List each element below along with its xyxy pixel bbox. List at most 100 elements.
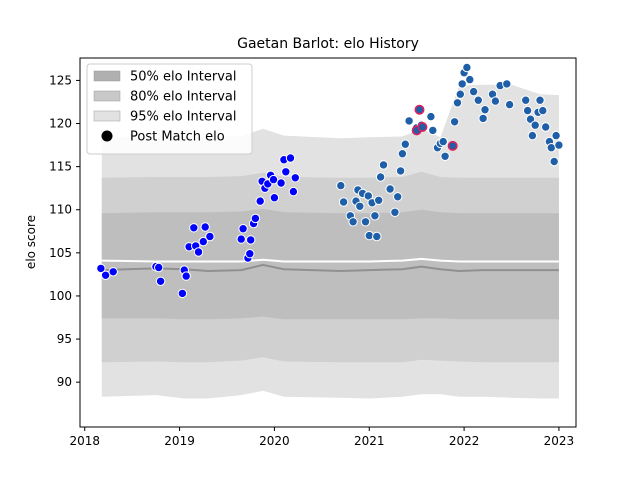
chart-title: Gaetan Barlot: elo History <box>237 36 419 52</box>
post-match-point-1-20 <box>395 166 406 176</box>
legend-label-1: 80% elo Interval <box>130 90 237 105</box>
post-match-point-1-19 <box>393 192 403 202</box>
post-match-point-0-32 <box>281 167 291 177</box>
post-match-point-1-39 <box>468 86 479 97</box>
post-match-point-1-60 <box>551 130 561 141</box>
post-match-point-1-41 <box>478 113 488 124</box>
post-match-point-1-3 <box>348 217 358 227</box>
y-tick-label: 105 <box>49 246 72 260</box>
legend-label-3: Post Match elo <box>130 130 225 145</box>
post-match-point-1-35 <box>457 79 467 89</box>
post-match-point-1-51 <box>527 130 538 141</box>
post-match-point-0-34 <box>288 186 299 197</box>
post-match-point-0-14 <box>200 222 210 232</box>
post-match-point-1-52 <box>530 120 540 130</box>
interval-band-2 <box>101 208 559 320</box>
x-axis: 2018 2019 2020 2021 2022 2023 <box>69 427 574 448</box>
post-match-point-0-10 <box>189 223 199 233</box>
legend-swatch-2 <box>93 110 121 122</box>
post-match-point-1-0 <box>336 180 346 191</box>
post-match-point-0-15 <box>205 231 215 242</box>
post-match-point-0-1 <box>100 270 111 280</box>
legend-swatch-0 <box>93 70 121 82</box>
post-match-point-1-32 <box>449 117 460 127</box>
legend-label-2: 95% elo Interval <box>130 110 237 125</box>
y-tick-label: 120 <box>49 117 72 131</box>
legend-swatch-1 <box>93 90 121 102</box>
y-tick-label: 90 <box>57 375 72 389</box>
y-axis: 90 95 100 105 110 115 120 125 <box>49 73 80 389</box>
post-match-point-0-6 <box>177 288 188 299</box>
post-match-point-0-17 <box>238 224 248 234</box>
post-match-point-1-38 <box>465 74 475 85</box>
x-tick-label: 2018 <box>69 434 100 448</box>
x-tick-label: 2023 <box>544 434 575 448</box>
post-match-point-0-22 <box>250 213 261 224</box>
post-match-point-1-8 <box>360 217 371 227</box>
post-match-point-1-47 <box>504 99 515 110</box>
post-match-point-1-18 <box>390 207 400 218</box>
post-match-point-1-23 <box>404 116 414 126</box>
y-tick-label: 115 <box>49 160 72 174</box>
post-match-point-1-49 <box>522 105 533 116</box>
post-match-point-0-33 <box>285 153 296 163</box>
x-tick-label: 2019 <box>164 434 195 448</box>
post-match-point-1-26 <box>426 111 436 122</box>
y-tick-label: 100 <box>49 289 72 303</box>
post-match-point-0-20 <box>246 235 256 245</box>
post-match-point-0-23 <box>255 196 265 206</box>
post-match-point-0-8 <box>181 271 191 281</box>
post-match-point-1-61 <box>554 140 564 150</box>
post-match-point-1-21 <box>397 149 408 159</box>
post-match-point-1-44 <box>490 96 501 106</box>
post-match-point-1-14 <box>374 195 384 206</box>
x-tick-label: 2020 <box>259 434 290 448</box>
post-match-point-0-35 <box>290 173 300 183</box>
post-match-point-0-13 <box>198 236 209 247</box>
post-match-point-0-4 <box>154 262 164 273</box>
legend-box <box>86 63 253 155</box>
post-match-point-1-1 <box>338 197 349 207</box>
post-match-point-1-17 <box>385 184 395 194</box>
post-match-point-2-3 <box>447 140 458 151</box>
post-match-point-1-48 <box>521 95 531 105</box>
post-match-point-1-46 <box>502 79 512 89</box>
y-tick-label: 95 <box>57 332 72 346</box>
post-match-point-1-34 <box>455 89 465 99</box>
post-match-point-1-27 <box>428 125 438 136</box>
legend: 50% elo Interval 80% elo Interval 95% elo … <box>86 63 253 155</box>
x-tick-label: 2022 <box>449 434 480 448</box>
post-match-point-0-16 <box>236 234 246 244</box>
post-match-point-1-22 <box>400 139 410 149</box>
y-tick-label: 125 <box>49 73 72 87</box>
post-match-point-0-28 <box>268 174 279 185</box>
post-match-point-0-0 <box>96 263 106 274</box>
post-match-point-0-12 <box>193 247 204 257</box>
post-match-point-1-33 <box>452 98 463 108</box>
legend-label-0: 50% elo Interval <box>130 70 237 85</box>
median-line <box>101 263 559 273</box>
post-match-point-1-15 <box>375 172 386 182</box>
post-match-point-1-37 <box>462 62 472 73</box>
y-tick-label: 110 <box>49 203 72 217</box>
post-match-point-1-31 <box>440 151 450 162</box>
post-match-point-1-6 <box>355 201 365 212</box>
post-match-point-1-30 <box>438 136 448 147</box>
post-match-point-2-2 <box>417 122 428 133</box>
post-match-point-1-42 <box>480 105 490 115</box>
y-axis-label: elo score <box>24 215 38 269</box>
post-match-point-1-55 <box>538 105 548 116</box>
post-match-point-0-2 <box>108 267 118 277</box>
post-match-point-1-13 <box>372 231 382 242</box>
post-match-point-1-16 <box>378 160 389 170</box>
plot-frame <box>79 57 577 428</box>
post-match-point-0-5 <box>155 276 166 286</box>
plot-area <box>96 62 564 399</box>
legend-marker <box>101 130 113 142</box>
post-match-point-1-40 <box>473 95 483 105</box>
post-match-point-0-29 <box>269 193 280 203</box>
x-tick-label: 2021 <box>354 434 385 448</box>
post-match-point-1-59 <box>549 156 559 167</box>
post-match-point-0-30 <box>276 178 286 188</box>
